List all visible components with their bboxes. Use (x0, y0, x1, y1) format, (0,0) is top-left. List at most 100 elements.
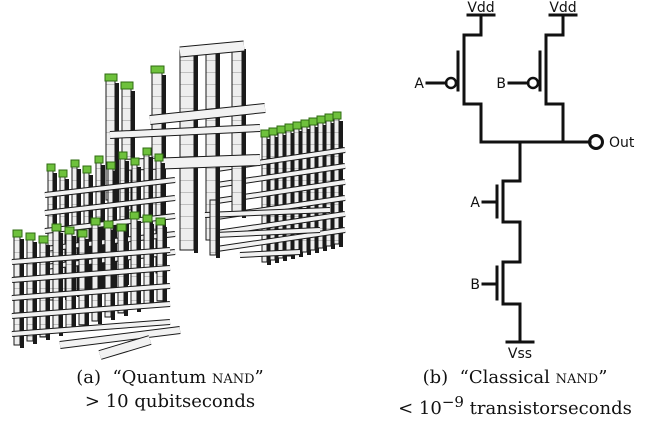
lattice-beam (44, 196, 176, 215)
lattice-beam (109, 125, 261, 138)
nmos-transistor-b (481, 260, 522, 306)
caption-a-cost-unit: qubitseconds (134, 391, 256, 412)
qubit-marker (94, 155, 104, 164)
lattice-column-shadow (216, 51, 220, 243)
lattice-column (209, 199, 217, 256)
lattice-beam (239, 250, 301, 257)
qubit-marker (142, 214, 153, 223)
lattice-beam (11, 320, 171, 336)
qubit-marker (130, 157, 140, 166)
lattice-column-shadow (162, 75, 166, 233)
lattice-beam (209, 212, 346, 236)
qubit-marker (308, 117, 318, 126)
lattice-column-shadow (113, 171, 117, 288)
qubit-lattice (11, 40, 346, 360)
lattice-beam (11, 266, 171, 282)
lattice-column-shadow (20, 239, 24, 348)
vdd-label-left: Vdd (467, 0, 494, 16)
lattice-column-shadow (315, 127, 319, 253)
vdd-label-right: Vdd (549, 0, 576, 16)
caption-quantum-nand: (a) “Quantum nand” > 10 qubitseconds (20, 366, 320, 414)
qubit-marker (142, 147, 152, 156)
caption-b-cost-base: 10 (418, 398, 442, 419)
lattice-column-shadow (89, 175, 93, 294)
input-a-label-pmos: A (414, 76, 424, 92)
input-a-label-nmos: A (470, 195, 480, 211)
quantum-nand-figure (0, 0, 360, 362)
caption-a-quote-open: “Quantum (112, 367, 212, 388)
classical-nand-figure: Vdd Vdd A B Out A B Vss (380, 0, 670, 362)
lattice-column-shadow (194, 53, 198, 253)
lattice-column-shadow (275, 137, 279, 263)
lattice-beam (119, 155, 261, 170)
qubit-marker (120, 81, 134, 90)
lattice-column-shadow (299, 131, 303, 257)
caption-b-cost-unit: transistorseconds (469, 398, 632, 419)
lattice-beam (214, 228, 321, 237)
qubit-marker (300, 119, 310, 128)
nmos-transistor-a (481, 179, 522, 224)
lattice-column-shadow (85, 239, 89, 328)
qubit-marker (118, 151, 128, 160)
qubit-marker (316, 115, 326, 124)
lattice-beam (149, 104, 266, 124)
lattice-column (179, 49, 195, 251)
lattice-column-shadow (101, 165, 105, 291)
qubit-marker (116, 223, 127, 232)
caption-a-cost-line: > 10 qubitseconds (20, 390, 320, 414)
qubit-marker (82, 165, 92, 174)
qubit-marker (25, 232, 36, 241)
qubit-marker (292, 121, 302, 130)
lattice-column-shadow (124, 233, 128, 316)
qubit-marker (129, 211, 140, 220)
lattice-beam (209, 228, 346, 252)
lattice-beam (98, 336, 152, 359)
lattice-beam (179, 41, 245, 57)
lattice-column-shadow (307, 129, 311, 255)
lattice-beam (204, 208, 331, 217)
caption-b-nand: nand (555, 367, 599, 388)
lattice-beam (59, 327, 181, 348)
caption-classical-nand: (b) “Classical nand” < 10−9 transistorse… (365, 366, 665, 421)
lattice-beam (11, 284, 171, 300)
lattice-column-shadow (115, 83, 119, 203)
qubit-marker (150, 65, 165, 74)
lattice-column (130, 217, 138, 310)
lattice-column-shadow (150, 224, 154, 308)
input-b-label-nmos: B (470, 277, 480, 293)
lattice-column-shadow (283, 135, 287, 261)
caption-b-cost-line: < 10−9 transistorseconds (365, 390, 665, 421)
qubit-marker (103, 220, 114, 229)
qubit-marker (58, 169, 68, 178)
qubit-marker (260, 129, 270, 138)
qubit-marker (155, 217, 166, 226)
lattice-beam (11, 248, 171, 264)
caption-a-title-line: (a) “Quantum nand” (20, 366, 320, 390)
lattice-column-shadow (33, 242, 37, 344)
qubit-marker (46, 163, 56, 172)
output-node-wire (479, 102, 592, 144)
qubit-marker (268, 127, 278, 136)
qubit-marker (104, 73, 118, 82)
lattice-beam (44, 178, 176, 197)
lattice-column-shadow (72, 236, 76, 332)
caption-b-label: (b) (422, 367, 449, 388)
qubit-marker (12, 229, 23, 238)
output-terminal (588, 134, 604, 150)
qubit-marker (70, 159, 80, 168)
caption-b-cost-exponent: −9 (441, 393, 464, 411)
lattice-column (13, 235, 21, 346)
caption-b-title-line: (b) “Classical nand” (365, 366, 665, 390)
lattice-column-shadow (59, 233, 63, 336)
cmos-nand-schematic: Vdd Vdd A B Out A B Vss (414, 0, 634, 362)
caption-a-nand: nand (211, 367, 255, 388)
qubit-marker (276, 125, 286, 134)
qubit-marker (324, 113, 334, 122)
quantum-nand-3d-layout (11, 40, 346, 360)
qubit-marker (332, 111, 342, 120)
lattice-column (26, 238, 34, 342)
caption-b-cost-symbol: < (398, 398, 414, 419)
lattice-column-shadow (291, 133, 295, 259)
lattice-column-shadow (267, 139, 271, 265)
caption-a-quote-close: ” (254, 367, 264, 388)
